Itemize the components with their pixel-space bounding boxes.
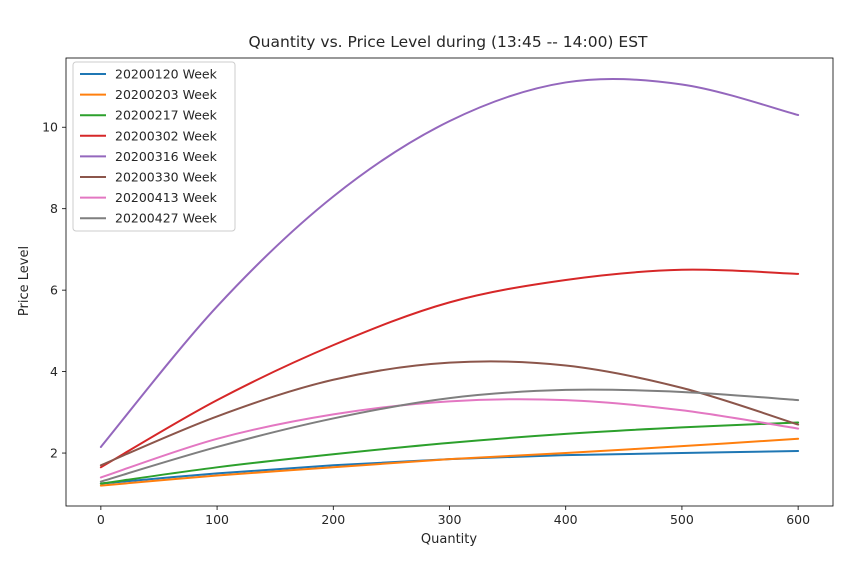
- series-line-20200413: [99, 398, 800, 479]
- series-lines: [99, 77, 800, 487]
- legend-frame: [72, 61, 236, 232]
- y-tick-label: 2: [50, 446, 58, 461]
- y-tick-label: 8: [50, 201, 58, 216]
- x-axis-label: Quantity: [421, 532, 477, 547]
- x-tick-label: 300: [438, 512, 462, 527]
- legend-label: 20200203 Week: [115, 87, 218, 102]
- y-tick-label: 4: [50, 364, 58, 379]
- legend-label: 20200413 Week: [115, 190, 218, 205]
- series-line-20200217: [99, 421, 800, 485]
- x-tick-label: 500: [670, 512, 694, 527]
- y-tick-label: 6: [50, 283, 58, 298]
- series-line-20200302: [99, 268, 800, 469]
- chart-legend: 20200120 Week 20200203 Week 20200217 Week 2…: [72, 61, 236, 232]
- legend-label: 20200217 Week: [115, 108, 218, 123]
- y-axis: 2 4 6 8 10: [42, 120, 66, 461]
- series-line-20200330: [99, 360, 800, 467]
- x-tick-label: 600: [786, 512, 810, 527]
- series-line-20200316: [99, 77, 800, 448]
- y-axis-label: Price Level: [17, 246, 32, 316]
- legend-label: 20200330 Week: [115, 170, 218, 185]
- series-line-20200427: [99, 388, 800, 483]
- legend-label: 20200120 Week: [115, 67, 218, 82]
- series-line-20200120: [99, 450, 800, 485]
- chart-title: Quantity vs. Price Level during (13:45 -…: [248, 33, 648, 51]
- legend-label: 20200316 Week: [115, 149, 218, 164]
- y-tick-label: 10: [42, 120, 58, 135]
- legend-label: 20200302 Week: [115, 128, 218, 143]
- x-tick-label: 400: [554, 512, 578, 527]
- x-axis: 0 100 200 300 400 500 600: [97, 506, 810, 527]
- legend-label: 20200427 Week: [115, 211, 218, 226]
- x-tick-label: 0: [97, 512, 105, 527]
- x-tick-label: 100: [205, 512, 229, 527]
- series-line-20200203: [99, 437, 800, 487]
- x-tick-label: 200: [321, 512, 345, 527]
